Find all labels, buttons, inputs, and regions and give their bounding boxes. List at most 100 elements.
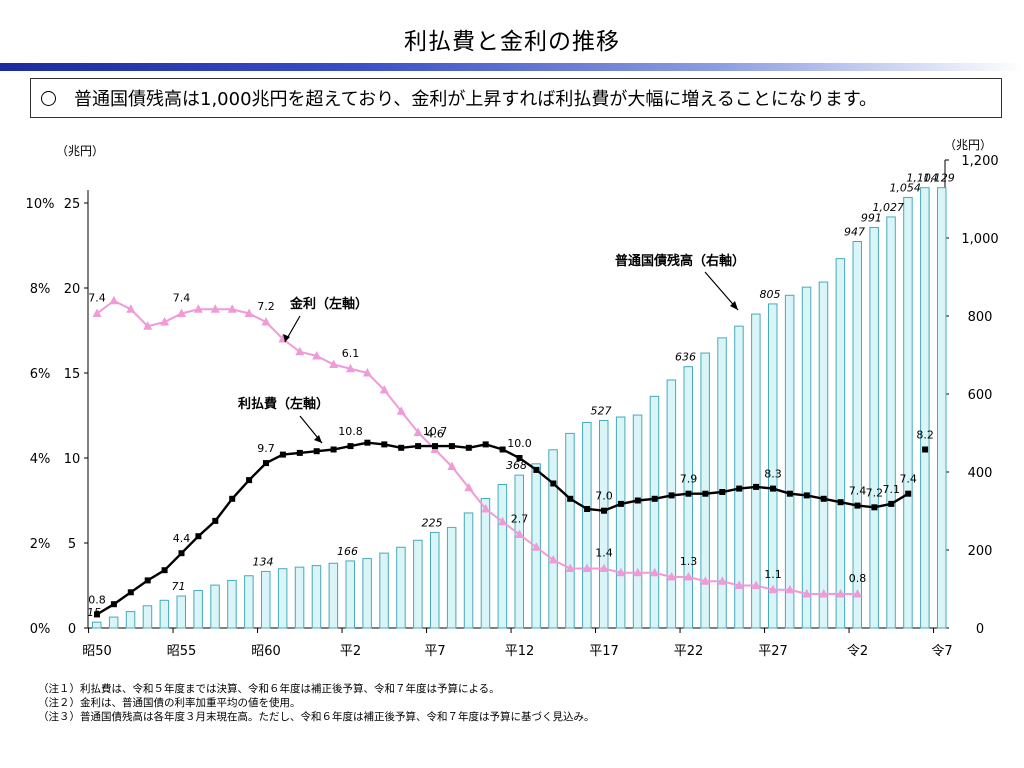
rate-data-label: 1.4 [595,547,613,560]
footnote-2: （注２）金利は、普通国債の利率加重平均の値を使用。 [38,697,301,709]
point-interest-rate [447,461,457,470]
point-interest-rate [244,308,254,317]
point-interest-rate [717,576,727,585]
point-interest-cost [871,504,878,511]
point-interest-cost [685,490,692,497]
bar-debt-balance [903,196,913,629]
point-interest-rate [548,555,558,564]
x-axis-tick-label: 平7 [424,644,445,659]
bar-debt-balance [210,584,220,629]
point-interest-rate [109,295,119,305]
cost-data-label: 10.8 [338,425,363,438]
bar-debt-balance [294,566,305,629]
rate-data-label: 7.4 [88,292,106,305]
point-interest-cost [263,460,269,467]
point-interest-rate [160,317,170,326]
annotation-debt-balance: 普通国債残高（右軸） [615,253,745,269]
point-interest-cost [127,589,134,596]
bar-debt-balance [649,395,660,629]
bar-debt-balance [784,294,795,629]
right-axis-unit: （兆円） [944,138,992,152]
point-interest-rate [531,542,541,551]
rate-data-label: 6.1 [342,347,360,360]
point-interest-cost [617,500,624,507]
point-interest-rate [464,482,474,492]
point-interest-cost [110,601,117,608]
point-interest-cost [381,441,388,448]
bar-debt-balance [261,570,271,629]
x-axis-tick-label: 平17 [589,644,619,659]
point-interest-cost [246,477,253,484]
point-interest-rate [616,567,626,577]
bar-debt-balance [582,421,592,629]
point-interest-cost [229,495,236,502]
rate-data-label: 0.8 [849,572,867,585]
bar-debt-balance [480,498,491,629]
bar-debt-balance [463,512,474,629]
point-interest-rate [785,584,795,594]
point-interest-rate [565,563,575,572]
bar-debt-balance [599,420,609,629]
point-interest-rate [599,563,609,572]
point-interest-cost [313,448,320,455]
bar-data-label: 805 [760,288,781,301]
bar-data-label: 225 [422,516,443,529]
annotation-arrowhead-rate [283,334,290,342]
summary-text: 普通国債残高は1,000兆円を超えており、金利が上昇すれば利払費が大幅に増えるこ… [74,89,878,110]
bar-debt-balance [768,303,778,629]
cost-data-label: 8.3 [764,468,782,481]
bar-data-label: 991 [861,211,882,224]
point-interest-cost [550,480,557,487]
point-interest-rate [751,580,761,589]
cost-data-label: 7.1 [883,483,901,496]
left-axis-unit: （兆円） [56,144,104,158]
point-interest-cost [212,517,219,524]
right-axis-tick-label: 0 [976,622,984,637]
right-axis-tick-label: 800 [968,310,993,325]
point-interest-cost [702,490,709,497]
bar-debt-balance [176,595,186,629]
point-interest-cost [330,446,337,453]
point-interest-rate [379,385,389,394]
rate-data-label: 1.1 [764,568,782,581]
bar-debt-balance [396,546,406,629]
point-interest-rate [329,359,339,368]
point-interest-cost [432,443,438,450]
bar-debt-balance [430,531,440,629]
point-interest-cost [144,577,151,584]
point-interest-rate [498,516,508,526]
point-interest-rate [515,529,524,538]
point-interest-rate [853,589,862,598]
point-interest-cost [533,466,540,473]
rate-data-label: 7.2 [257,300,275,313]
point-interest-rate [667,572,677,581]
point-interest-rate [92,308,102,317]
point-interest-cost [905,490,912,497]
cost-data-label: 10.7 [423,425,448,438]
point-interest-rate [633,567,643,577]
bar-debt-balance [108,616,119,629]
point-interest-rate [396,406,406,415]
cost-data-label: 7.2 [866,486,884,499]
bar-data-label: 134 [253,555,274,568]
bar-debt-balance [125,611,136,629]
cost-data-label: 7.4 [899,473,917,486]
left-axis-tick-label: 10 [64,452,81,467]
left-axis-pct-label: 8% [30,282,51,297]
bar-debt-balance [869,226,879,629]
x-axis-tick-label: 令2 [847,644,868,659]
bar-debt-balance [835,258,846,629]
bar-debt-balance [92,621,102,629]
bar-debt-balance [244,575,254,629]
point-interest-cost [364,439,371,446]
cost-data-label: 4.4 [173,532,191,545]
cost-data-label: 7.9 [680,473,698,486]
left-axis-pct-label: 4% [30,452,51,467]
bar-data-label: 527 [591,405,612,418]
footnote-3: （注３）普通国債残高は各年度３月末現在高。ただし、令和６年度は補正後予算、令和７… [38,711,595,723]
point-interest-cost [651,495,658,502]
x-axis-tick-label: 昭50 [82,644,112,659]
point-interest-cost [347,443,354,450]
point-interest-rate [413,427,423,436]
point-interest-rate [346,363,355,373]
